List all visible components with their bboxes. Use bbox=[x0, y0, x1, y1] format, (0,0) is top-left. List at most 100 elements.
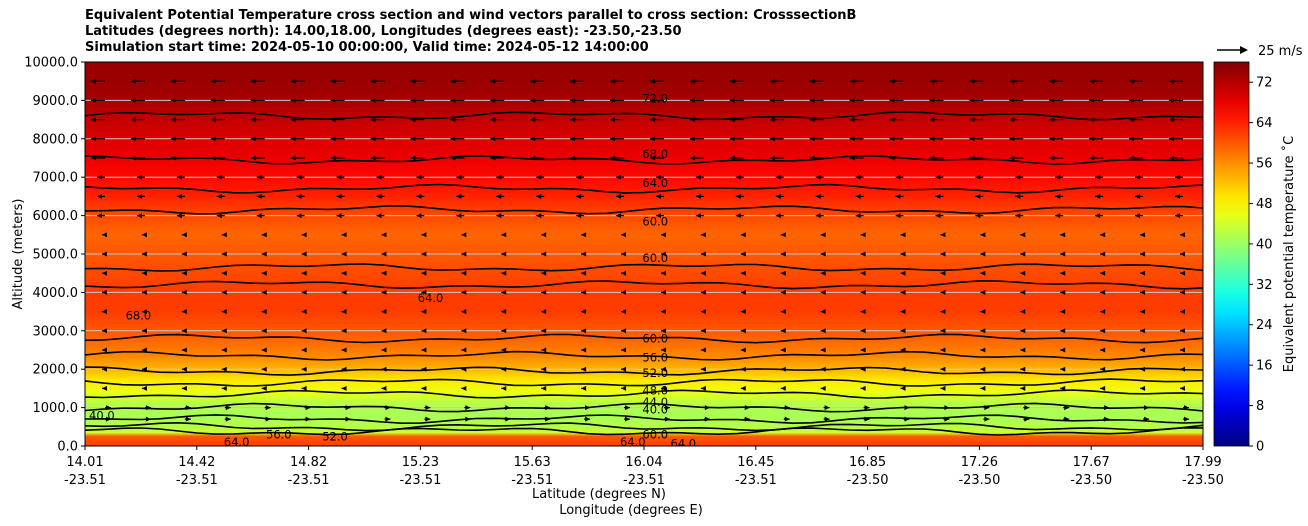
wind-vector bbox=[1100, 289, 1106, 295]
wind-vector bbox=[170, 117, 185, 123]
wind-vector bbox=[780, 309, 786, 315]
wind-vector bbox=[490, 78, 505, 84]
wind-vector bbox=[344, 405, 351, 411]
wind-vector bbox=[900, 347, 906, 353]
wind-vector bbox=[141, 289, 147, 295]
wind-vector bbox=[1100, 270, 1106, 276]
wind-vector bbox=[456, 193, 465, 199]
wind-vector bbox=[1140, 385, 1146, 391]
wind-vector bbox=[740, 366, 746, 372]
wind-vector bbox=[1135, 174, 1144, 180]
wind-vector bbox=[809, 78, 824, 84]
wind-vector bbox=[261, 270, 267, 276]
wind-vector bbox=[975, 213, 984, 219]
wind-vector bbox=[461, 347, 467, 353]
wind-vector bbox=[895, 193, 904, 199]
wind-vector bbox=[410, 117, 425, 123]
wind-vector bbox=[416, 213, 425, 219]
wind-vector bbox=[621, 347, 627, 353]
wind-vector bbox=[743, 416, 750, 422]
wind-vector bbox=[504, 416, 511, 422]
wind-vector bbox=[130, 97, 145, 103]
wind-vector bbox=[616, 174, 625, 180]
wind-vector bbox=[91, 78, 105, 84]
wind-vector bbox=[250, 117, 265, 123]
wind-vector bbox=[1140, 309, 1146, 315]
wind-vector bbox=[336, 213, 345, 219]
wind-vector bbox=[384, 416, 391, 422]
wind-vector bbox=[655, 193, 664, 199]
wind-vector bbox=[1015, 193, 1024, 199]
wind-vector bbox=[983, 416, 990, 422]
wind-vector bbox=[1049, 136, 1064, 142]
wind-vector bbox=[1020, 366, 1026, 372]
x-tick-label-lat: 17.99 bbox=[1184, 455, 1221, 470]
colorbar: 0 8 16 24 32 40 48 56 64 72 bbox=[1213, 61, 1273, 455]
wind-vector bbox=[980, 328, 986, 334]
wind-vector bbox=[900, 270, 906, 276]
wind-vector bbox=[501, 385, 507, 391]
y-tick-label: 8000.0 bbox=[33, 132, 79, 147]
wind-vector bbox=[456, 213, 465, 219]
contour-label: 56.0 bbox=[266, 427, 292, 441]
wind-vector bbox=[895, 213, 904, 219]
wind-vector bbox=[1169, 97, 1183, 103]
wind-vector bbox=[370, 136, 385, 142]
wind-vector bbox=[700, 270, 706, 276]
wind-vector bbox=[410, 78, 425, 84]
contour-label: 60.0 bbox=[642, 331, 668, 345]
contour-line bbox=[85, 280, 1203, 290]
wind-vector bbox=[1175, 193, 1183, 199]
contour-line bbox=[85, 183, 1203, 194]
wind-vector bbox=[616, 193, 625, 199]
wind-vector bbox=[141, 366, 147, 372]
wind-vector bbox=[570, 155, 585, 161]
wind-vector bbox=[181, 232, 187, 238]
wind-vector bbox=[581, 309, 587, 315]
wind-vector bbox=[1063, 416, 1070, 422]
wind-vector bbox=[849, 97, 864, 103]
wind-vector bbox=[210, 136, 225, 142]
colorbar-tick-label: 72 bbox=[1256, 76, 1273, 91]
wind-vector bbox=[780, 366, 786, 372]
wind-vector bbox=[141, 232, 147, 238]
wind-vector bbox=[181, 366, 187, 372]
wind-vector bbox=[943, 405, 950, 411]
contour-label: 64.0 bbox=[620, 435, 646, 449]
wind-vector bbox=[929, 78, 944, 84]
wind-vector bbox=[221, 366, 227, 372]
contour-label: 60.0 bbox=[642, 251, 668, 265]
wind-vector bbox=[980, 232, 986, 238]
wind-vector bbox=[301, 328, 307, 334]
wind-vector bbox=[1180, 309, 1185, 315]
wind-vector bbox=[581, 385, 587, 391]
colorbar-tick-label: 16 bbox=[1256, 359, 1273, 374]
wind-vector bbox=[660, 232, 666, 238]
wind-vector bbox=[376, 213, 385, 219]
wind-vector bbox=[184, 416, 191, 422]
wind-vector bbox=[264, 416, 271, 422]
wind-vector bbox=[261, 328, 267, 334]
wind-vector bbox=[1169, 117, 1183, 123]
wind-vector bbox=[1009, 155, 1024, 161]
wind-vector bbox=[700, 232, 706, 238]
wind-vector bbox=[900, 251, 906, 257]
wind-vector bbox=[181, 385, 187, 391]
wind-vector bbox=[743, 405, 750, 411]
wind-vector bbox=[341, 385, 347, 391]
wind-vector bbox=[980, 309, 986, 315]
wind-vector bbox=[456, 174, 465, 180]
wind-vector bbox=[780, 270, 786, 276]
wind-vector bbox=[663, 416, 670, 422]
wind-vector bbox=[541, 232, 547, 238]
axis-labels: Altitude (meters) Latitude (degrees N) L… bbox=[11, 44, 1303, 518]
x-tick-label-lat: 15.23 bbox=[402, 455, 439, 470]
wind-vector bbox=[969, 78, 984, 84]
title-line-2: Latitudes (degrees north): 14.00,18.00, … bbox=[85, 24, 682, 39]
x-tick-label-lon: -23.50 bbox=[847, 473, 889, 488]
title-line-3: Simulation start time: 2024-05-10 00:00:… bbox=[85, 40, 649, 55]
wind-vector bbox=[102, 385, 107, 391]
wind-vector bbox=[381, 328, 387, 334]
wind-vector bbox=[97, 174, 105, 180]
wind-vector bbox=[769, 136, 784, 142]
